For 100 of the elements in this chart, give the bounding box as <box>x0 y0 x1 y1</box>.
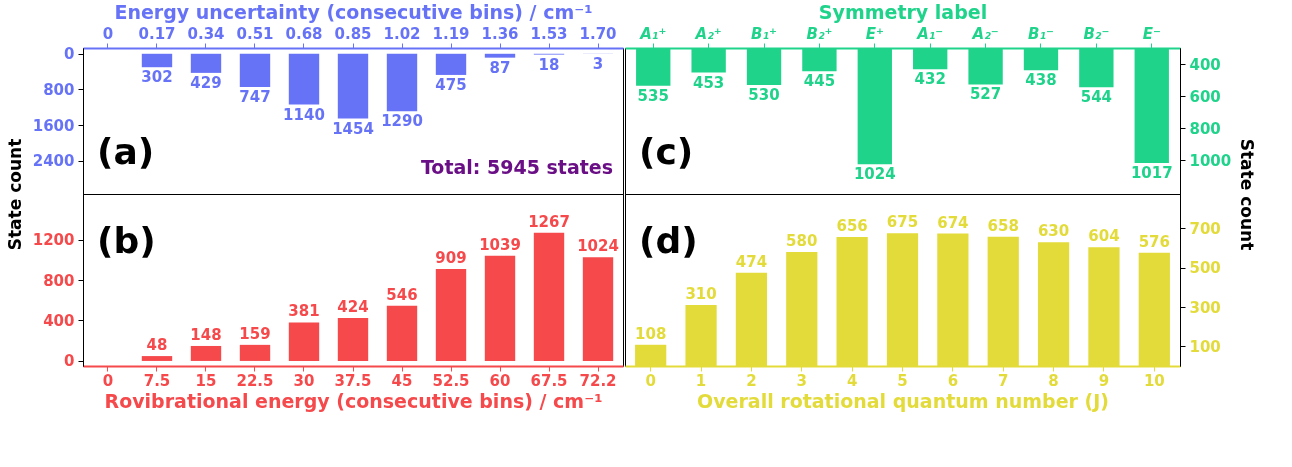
data-label: 675 <box>886 213 919 232</box>
y-tick-label: 0 <box>64 45 75 64</box>
x-tick-label: A₂⁻ <box>971 24 999 43</box>
y-tick-label: 800 <box>43 80 75 99</box>
bar <box>239 53 271 88</box>
y-tick-label: 1200 <box>32 231 75 250</box>
data-label: 18 <box>538 55 560 74</box>
x-tick-label: 45 <box>391 371 413 390</box>
data-label: 1290 <box>381 112 423 131</box>
x-tick-label: E⁻ <box>1142 24 1161 43</box>
data-label: 438 <box>1025 71 1057 90</box>
x-tick-label: 0.17 <box>138 24 176 43</box>
bar <box>288 322 320 361</box>
data-label: 535 <box>637 86 669 105</box>
y-tick-label: 400 <box>43 311 75 330</box>
y2-tick-label: 800 <box>1189 119 1221 138</box>
data-label: 656 <box>836 217 868 236</box>
x-tick-label: 1.19 <box>432 24 470 43</box>
data-label: 747 <box>239 88 271 107</box>
bar <box>141 53 173 68</box>
x-tick-label: 1.70 <box>579 24 617 43</box>
y-tick-label: 800 <box>43 271 75 290</box>
data-label: 159 <box>239 324 271 343</box>
x-tick-label: A₁⁺ <box>639 24 667 43</box>
x-tick-label: 7.5 <box>143 371 171 390</box>
data-label: 530 <box>748 85 780 104</box>
x-tick-label: 3 <box>796 371 807 390</box>
data-label: 302 <box>141 68 173 87</box>
bar <box>386 53 418 112</box>
y2-tick-label: 600 <box>1189 87 1221 106</box>
annotation: (a) <box>97 131 155 173</box>
data-label: 1039 <box>479 235 521 254</box>
y2-tick-label: 300 <box>1189 298 1221 317</box>
bar <box>337 318 369 361</box>
x-tick-label: 60 <box>489 371 511 390</box>
x-tick-label: 0 <box>645 371 656 390</box>
annotation: (b) <box>97 220 156 262</box>
x-tick-label: 1.02 <box>383 24 421 43</box>
x-tick-label: 1.53 <box>530 24 568 43</box>
bar <box>190 53 222 73</box>
y-tick-label: 0 <box>64 352 75 371</box>
x-tick-label: 10 <box>1143 371 1165 390</box>
x-tick-label: 9 <box>1098 371 1110 390</box>
x-tick-label: 1.36 <box>481 24 519 43</box>
y2-tick-label: 700 <box>1189 219 1221 238</box>
data-label: 1454 <box>332 119 374 138</box>
data-label: 87 <box>489 58 511 77</box>
data-label: 475 <box>435 75 467 94</box>
x-tick-label: 22.5 <box>236 371 274 390</box>
data-label: 527 <box>969 85 1002 104</box>
data-label: 576 <box>1138 232 1170 251</box>
y-tick-label: 1600 <box>32 116 75 135</box>
data-label: 310 <box>685 285 717 304</box>
x-tick-label: 30 <box>293 371 315 390</box>
x-tick-label: A₂⁺ <box>694 24 722 43</box>
x-axis-title: Symmetry label <box>818 0 988 23</box>
y2-tick-label: 100 <box>1189 337 1221 356</box>
x-tick-label: A₁⁻ <box>916 24 944 43</box>
x-tick-label: 1 <box>695 371 707 390</box>
x-axis-title: Energy uncertainty (consecutive bins) / cm⁻¹ <box>114 0 593 23</box>
data-label: 630 <box>1037 222 1070 241</box>
data-label: 108 <box>635 324 667 343</box>
bar <box>386 305 418 361</box>
x-tick-label: 2 <box>746 371 757 390</box>
y2-tick-label: 1000 <box>1189 151 1232 170</box>
data-label: 429 <box>190 73 222 92</box>
data-label: 580 <box>786 231 818 250</box>
x-tick-label: B₁⁻ <box>1028 24 1054 43</box>
bar <box>435 53 467 75</box>
x-tick-label: 6 <box>947 371 959 390</box>
x-tick-label: 0 <box>102 24 114 43</box>
data-label: 1017 <box>1130 164 1173 183</box>
x-tick-label: 0.34 <box>187 24 225 43</box>
x-tick-label: 8 <box>1048 371 1059 390</box>
x-tick-label: E⁺ <box>865 24 884 43</box>
data-label: 1267 <box>528 212 570 231</box>
data-label: 604 <box>1088 227 1120 246</box>
data-label: 424 <box>337 298 369 317</box>
x-tick-label: 67.5 <box>530 371 568 390</box>
y-tick-label: 2400 <box>32 152 75 171</box>
bar <box>141 356 173 361</box>
x-tick-label: 0.85 <box>334 24 372 43</box>
y2-axis-title: State count <box>1236 138 1257 251</box>
annotation: (d) <box>639 220 698 262</box>
bar <box>484 255 516 361</box>
data-label: 1024 <box>853 165 896 184</box>
y2-tick-label: 400 <box>1189 55 1221 74</box>
x-tick-label: B₂⁺ <box>806 24 833 43</box>
data-label: 381 <box>288 302 320 321</box>
x-axis-title: Overall rotational quantum number (J) <box>697 389 1109 412</box>
data-label: 1024 <box>577 237 619 256</box>
x-tick-label: B₁⁺ <box>751 24 777 43</box>
x-axis-title: Rovibrational energy (consecutive bins) / cm⁻¹ <box>104 389 603 412</box>
x-tick-label: 5 <box>897 371 908 390</box>
data-label: 3 <box>592 54 604 73</box>
bar <box>337 53 369 119</box>
annotation: (c) <box>639 131 694 173</box>
x-tick-label: 0 <box>102 371 114 390</box>
bar <box>435 268 467 361</box>
bar <box>484 53 516 58</box>
